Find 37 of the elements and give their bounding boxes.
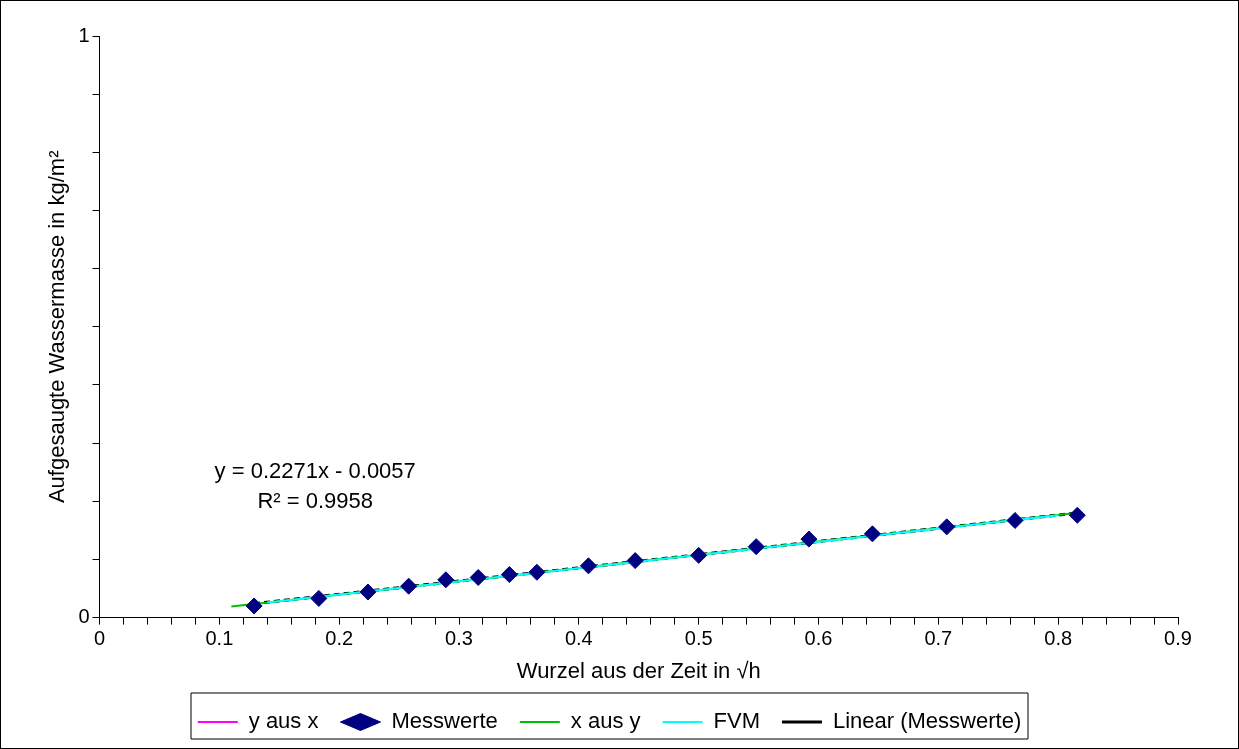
point <box>938 518 956 536</box>
legend-label: FVM <box>713 708 760 734</box>
annotation: y = 0.2271x - 0.0057 <box>214 457 416 483</box>
point <box>310 589 328 607</box>
x-tick-label: 0.9 <box>1164 627 1192 650</box>
point <box>1068 506 1086 524</box>
point <box>528 563 546 581</box>
y-axis-title: Aufgesaugte Wassermasse in kg/m² <box>44 150 70 504</box>
x-axis-title: Wurzel aus der Zeit in √h <box>516 657 761 683</box>
point <box>800 530 818 548</box>
point <box>690 546 708 564</box>
x-tick-label: 0.3 <box>445 627 473 650</box>
x-tick-label: 0.7 <box>924 627 953 650</box>
point <box>400 577 418 595</box>
y-tick-label: 1 <box>78 23 90 46</box>
point <box>437 571 455 589</box>
point <box>863 525 881 543</box>
legend-label: y aus x <box>248 708 319 734</box>
legend-label: Messwerte <box>391 708 498 734</box>
point <box>469 568 487 586</box>
x-tick-label: 0.4 <box>564 627 593 650</box>
legend-label: x aus y <box>570 708 641 734</box>
point <box>500 566 518 584</box>
annotation: R² = 0.9958 <box>257 487 374 513</box>
x-tick-label: 0.2 <box>325 627 354 650</box>
x-tick-label: 0.8 <box>1044 627 1073 650</box>
point <box>747 538 765 556</box>
point <box>359 583 377 601</box>
point <box>626 552 644 570</box>
legend-label: Linear (Messwerte) <box>832 708 1022 734</box>
x-tick-label: 0.1 <box>205 627 234 650</box>
x-tick-label: 0 <box>93 627 106 650</box>
x-tick-label: 0.5 <box>684 627 713 650</box>
x-tick-label: 0.6 <box>804 627 833 650</box>
point <box>579 557 597 575</box>
point <box>245 597 263 615</box>
point <box>1006 511 1024 529</box>
